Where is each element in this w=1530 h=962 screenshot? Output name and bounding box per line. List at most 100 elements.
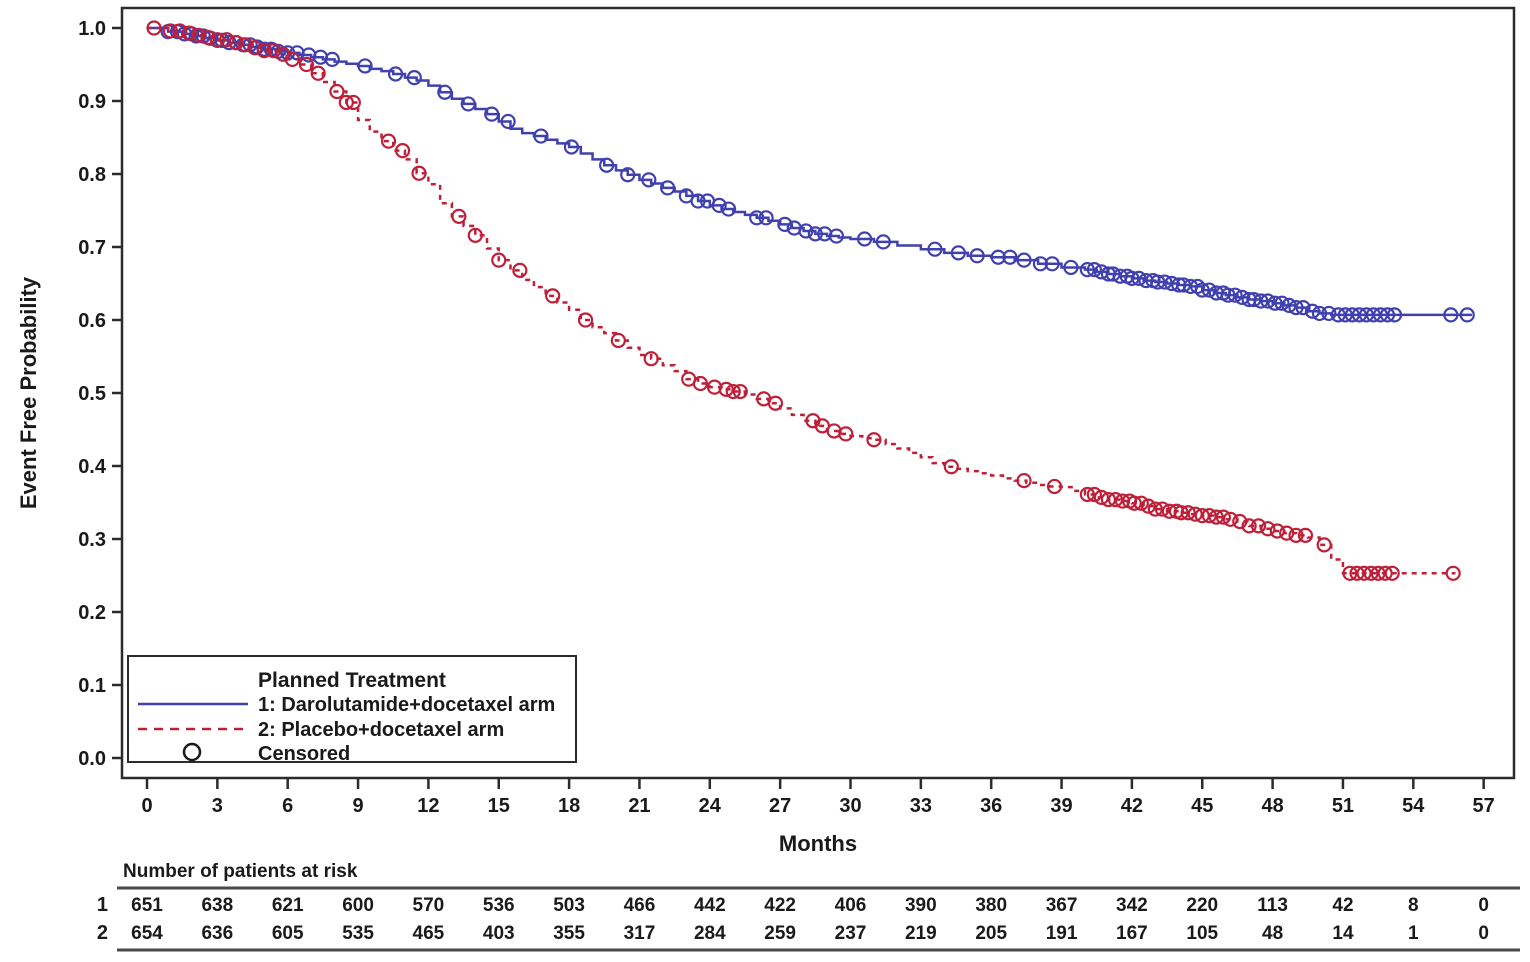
legend-box bbox=[127, 655, 577, 763]
censor-mark-series2 bbox=[866, 432, 882, 448]
risk-count: 105 bbox=[1186, 923, 1218, 944]
risk-count: 8 bbox=[1408, 895, 1419, 916]
censor-mark-series1 bbox=[599, 157, 615, 173]
risk-count: 570 bbox=[413, 895, 445, 916]
censor-mark-series1 bbox=[1201, 282, 1217, 298]
censor-mark-series2 bbox=[284, 51, 300, 67]
x-tick-label: 30 bbox=[839, 795, 861, 817]
y-tick-label: 0.9 bbox=[78, 91, 106, 113]
y-axis-title: Event Free Probability bbox=[16, 276, 41, 509]
censor-mark-series2 bbox=[467, 227, 483, 243]
censor-mark-series2 bbox=[1133, 495, 1149, 511]
x-tick-label: 0 bbox=[141, 795, 152, 817]
risk-count: 651 bbox=[131, 895, 163, 916]
y-tick-label: 0.2 bbox=[78, 602, 106, 624]
x-tick-label: 12 bbox=[417, 795, 439, 817]
censor-mark-series1 bbox=[1124, 270, 1140, 286]
risk-numbers: 651 638 621 600 570 536 503 466 442 422 406 390 380 3… bbox=[131, 895, 1489, 944]
risk-count: 14 bbox=[1332, 923, 1354, 944]
censor-mark-series2 bbox=[310, 65, 326, 81]
risk-count: 466 bbox=[624, 895, 656, 916]
censor-mark-series2 bbox=[838, 426, 854, 442]
x-tick-label: 51 bbox=[1332, 795, 1354, 817]
censor-mark-series2 bbox=[1208, 509, 1224, 525]
censor-mark-series1 bbox=[641, 172, 657, 188]
risk-count: 191 bbox=[1046, 923, 1078, 944]
censor-mark-series1 bbox=[1288, 299, 1304, 316]
x-tick-label: 27 bbox=[769, 795, 791, 817]
x-tick-label: 15 bbox=[488, 795, 510, 817]
censor-mark-series2 bbox=[219, 32, 235, 48]
x-tick-label: 21 bbox=[628, 795, 650, 817]
censor-mark-series1 bbox=[690, 193, 706, 209]
censor-mark-series1 bbox=[1063, 259, 1079, 276]
y-tick-label: 0.1 bbox=[78, 675, 106, 697]
censor-mark-series2 bbox=[1445, 565, 1461, 581]
censor-mark-series2 bbox=[1093, 489, 1110, 505]
x-tick-label: 18 bbox=[558, 795, 580, 817]
y-tick-label: 0.3 bbox=[78, 529, 106, 551]
censor-mark-series1 bbox=[1304, 303, 1321, 319]
x-tick-label: 57 bbox=[1473, 795, 1495, 817]
censor-mark-series2 bbox=[411, 165, 427, 181]
censor-mark-series1 bbox=[1443, 307, 1459, 323]
censor-mark-series1 bbox=[1220, 287, 1236, 303]
censor-mark-series1 bbox=[1274, 295, 1290, 311]
legend: Planned Treatment 1: Darolutamide+doceta… bbox=[127, 655, 577, 765]
censor-mark-series2 bbox=[1250, 518, 1267, 534]
censor-mark-series1 bbox=[1386, 307, 1403, 323]
risk-count: 284 bbox=[694, 923, 726, 944]
y-tick-label: 0.7 bbox=[78, 237, 106, 259]
censor-mark-series2 bbox=[209, 32, 225, 48]
censor-mark-series2 bbox=[1180, 505, 1196, 521]
x-axis-ticks: 0 3 6 9 12 15 18 21 24 27 30 33 36 39 42 45 48 51 54 57 bbox=[141, 778, 1495, 817]
censor-mark-series2 bbox=[1269, 523, 1285, 539]
risk-count: 205 bbox=[975, 923, 1007, 944]
risk-count: 220 bbox=[1186, 895, 1218, 916]
censor-mark-series1 bbox=[1281, 297, 1297, 313]
risk-count: 621 bbox=[272, 895, 304, 916]
legend-label-series2: 2: Placebo+docetaxel arm bbox=[258, 719, 504, 741]
x-tick-label: 39 bbox=[1050, 795, 1072, 817]
risk-count: 355 bbox=[553, 923, 585, 944]
risk-row-label-2: 2 bbox=[97, 922, 108, 944]
risk-count: 390 bbox=[905, 895, 937, 916]
risk-count: 605 bbox=[272, 923, 304, 944]
risk-count: 113 bbox=[1257, 895, 1288, 916]
censor-mark-series2 bbox=[200, 29, 216, 46]
censor-mark-series2 bbox=[1232, 513, 1248, 530]
y-tick-label: 0.5 bbox=[78, 383, 106, 405]
risk-count: 636 bbox=[201, 923, 233, 944]
risk-count: 600 bbox=[342, 895, 374, 916]
censor-mark-series1 bbox=[533, 128, 549, 144]
censor-mark-series2 bbox=[190, 27, 207, 43]
censor-mark-series2 bbox=[247, 40, 263, 56]
censor-mark-series2 bbox=[545, 288, 561, 304]
y-tick-label: 1.0 bbox=[78, 18, 106, 40]
censor-mark-series2 bbox=[1154, 501, 1170, 517]
censor-mark-series2 bbox=[1140, 498, 1156, 514]
censor-mark-series1 bbox=[1246, 291, 1262, 308]
risk-count: 259 bbox=[764, 923, 796, 944]
x-tick-label: 36 bbox=[980, 795, 1002, 817]
censor-mark-series1 bbox=[387, 66, 404, 82]
censor-mark-series1 bbox=[563, 139, 580, 155]
censor-mark-series1 bbox=[969, 248, 985, 264]
censor-mark-series1 bbox=[828, 228, 845, 244]
censor-mark-series1 bbox=[659, 180, 676, 196]
censor-mark-series2 bbox=[692, 375, 709, 392]
censor-mark-series1 bbox=[1044, 256, 1060, 272]
risk-count: 167 bbox=[1116, 923, 1148, 944]
censor-mark-series1 bbox=[500, 113, 516, 130]
censor-mark-series2 bbox=[1384, 565, 1400, 581]
legend-title: Planned Treatment bbox=[258, 669, 446, 692]
risk-count: 42 bbox=[1332, 895, 1353, 916]
censor-mark-series2 bbox=[643, 351, 659, 367]
x-tick-label: 42 bbox=[1121, 795, 1143, 817]
risk-count: 535 bbox=[342, 923, 374, 944]
x-tick-label: 45 bbox=[1191, 795, 1213, 817]
censor-mark-series2 bbox=[146, 20, 162, 36]
censor-mark-series2 bbox=[228, 34, 244, 51]
censor-mark-series2 bbox=[329, 83, 345, 100]
risk-count: 237 bbox=[835, 923, 867, 944]
